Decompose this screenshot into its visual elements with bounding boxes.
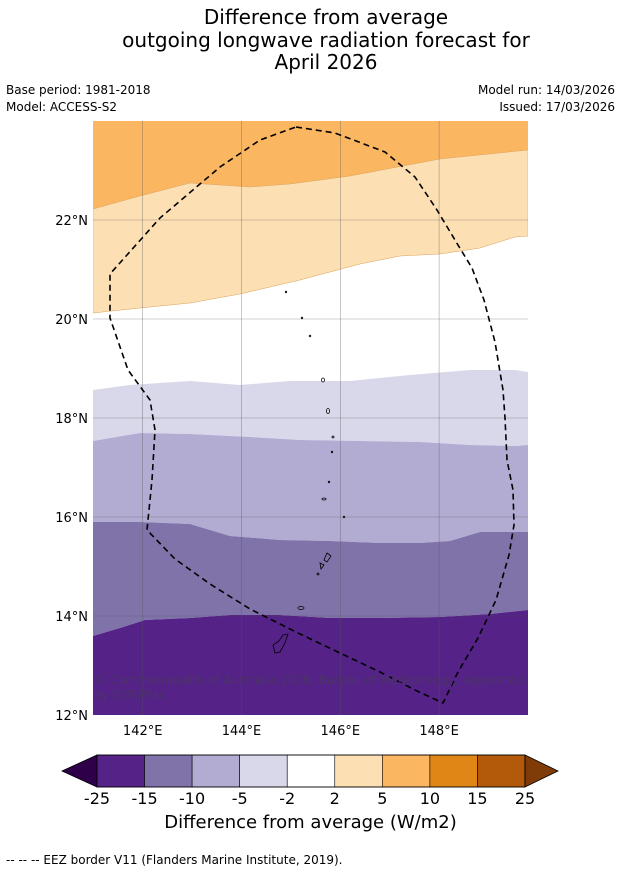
colorbar-swatch (429, 754, 478, 788)
band-2-to-5 (93, 149, 528, 314)
meta-right: Model run: 14/03/2026 Issued: 17/03/2026 (478, 82, 615, 116)
island (321, 377, 325, 383)
copyright-line-2: by COSPPac (94, 688, 166, 702)
band-minus15-to-minus25 (93, 610, 528, 715)
gridlines (93, 121, 528, 715)
colorbar-label: Difference from average (W/m2) (164, 812, 457, 833)
lon-label: 146°E (321, 724, 361, 739)
colorbar-tick-label: 10 (420, 789, 440, 808)
island (331, 435, 335, 439)
island-rota (297, 606, 305, 610)
colorbar-tick-label: 2 (330, 789, 340, 808)
colorbar-tick-label: -10 (179, 789, 205, 808)
title-line-2: outgoing longwave radiation forecast for (122, 27, 530, 52)
island (308, 334, 312, 338)
lon-label: 142°E (123, 724, 163, 739)
band-over-5 (93, 121, 528, 209)
island-rota-islet (316, 572, 320, 576)
issued-date: Issued: 17/03/2026 (499, 100, 615, 114)
colorbar-tick-label: 15 (467, 789, 487, 808)
lat-axis: 22°N 20°N 18°N 16°N 14°N 12°N (55, 214, 88, 724)
colorbar-tick-label: -2 (279, 789, 295, 808)
colorbar-swatch (191, 754, 240, 788)
eez-footer-note: -- -- -- EEZ border V11 (Flanders Marine… (6, 853, 343, 867)
island-tinian (319, 562, 325, 570)
island-guam (272, 633, 289, 654)
lat-label: 14°N (55, 610, 88, 625)
island (326, 408, 330, 414)
map-plot-area: © Commonwealth of Australia 2026, Bureau… (93, 121, 528, 715)
meta-left: Base period: 1981-2018 Model: ACCESS-S2 (6, 82, 151, 116)
model-run: Model run: 14/03/2026 (477, 83, 615, 97)
title-line-3: April 2026 (274, 50, 378, 74)
colorbar-swatch (477, 754, 526, 788)
colorbar-swatch (334, 754, 383, 788)
lon-label: 148°E (419, 724, 459, 739)
island (284, 290, 288, 294)
colorbar-swatch (382, 754, 431, 788)
map-title: Difference from average outgoing longwav… (0, 6, 621, 74)
colorbar-tick-label: -25 (84, 789, 110, 808)
island-saipan (323, 552, 332, 563)
lat-label: 18°N (55, 412, 88, 427)
copyright-line-1: © Commonwealth of Australia 2026, Bureau… (94, 673, 524, 687)
colorbar: -25 -15 -10 -5 -2 2 5 10 15 25 (61, 754, 559, 808)
colorbar-swatch (96, 754, 145, 788)
colorbar-tick-label: 5 (377, 789, 387, 808)
colorbar-tick-label: 25 (515, 789, 535, 808)
lon-axis: 142°E 144°E 146°E 148°E (123, 724, 459, 739)
island (330, 450, 334, 454)
colorbar-overflow-triangle (524, 754, 559, 788)
colorbar-underflow-triangle (61, 754, 98, 788)
title-line-1: Difference from average (203, 5, 449, 29)
lat-label: 20°N (55, 313, 88, 328)
lat-label: 12°N (55, 709, 88, 724)
band-minus2-to-minus5 (93, 370, 528, 446)
model-name: Model: ACCESS-S2 (6, 100, 118, 114)
colorbar-swatch (286, 754, 336, 788)
base-period: Base period: 1981-2018 (6, 83, 151, 97)
eez-border (109, 126, 515, 705)
colorbar-ticks: -25 -15 -10 -5 -2 2 5 10 15 25 (84, 789, 535, 808)
islands (272, 290, 346, 654)
band-minus5-to-minus10 (93, 433, 528, 543)
island (327, 480, 331, 484)
band-minus10-to-minus15 (93, 522, 528, 636)
colorbar-swatches (96, 754, 526, 788)
colorbar-tick-label: -15 (131, 789, 157, 808)
lat-label: 16°N (55, 511, 88, 526)
lat-label: 22°N (55, 214, 88, 229)
colorbar-frame (96, 754, 526, 788)
colorbar-tick-label: -5 (232, 789, 248, 808)
colorbar-swatch (239, 754, 288, 788)
colorbar-swatch (144, 754, 193, 788)
island (321, 497, 327, 501)
lon-label: 144°E (222, 724, 262, 739)
